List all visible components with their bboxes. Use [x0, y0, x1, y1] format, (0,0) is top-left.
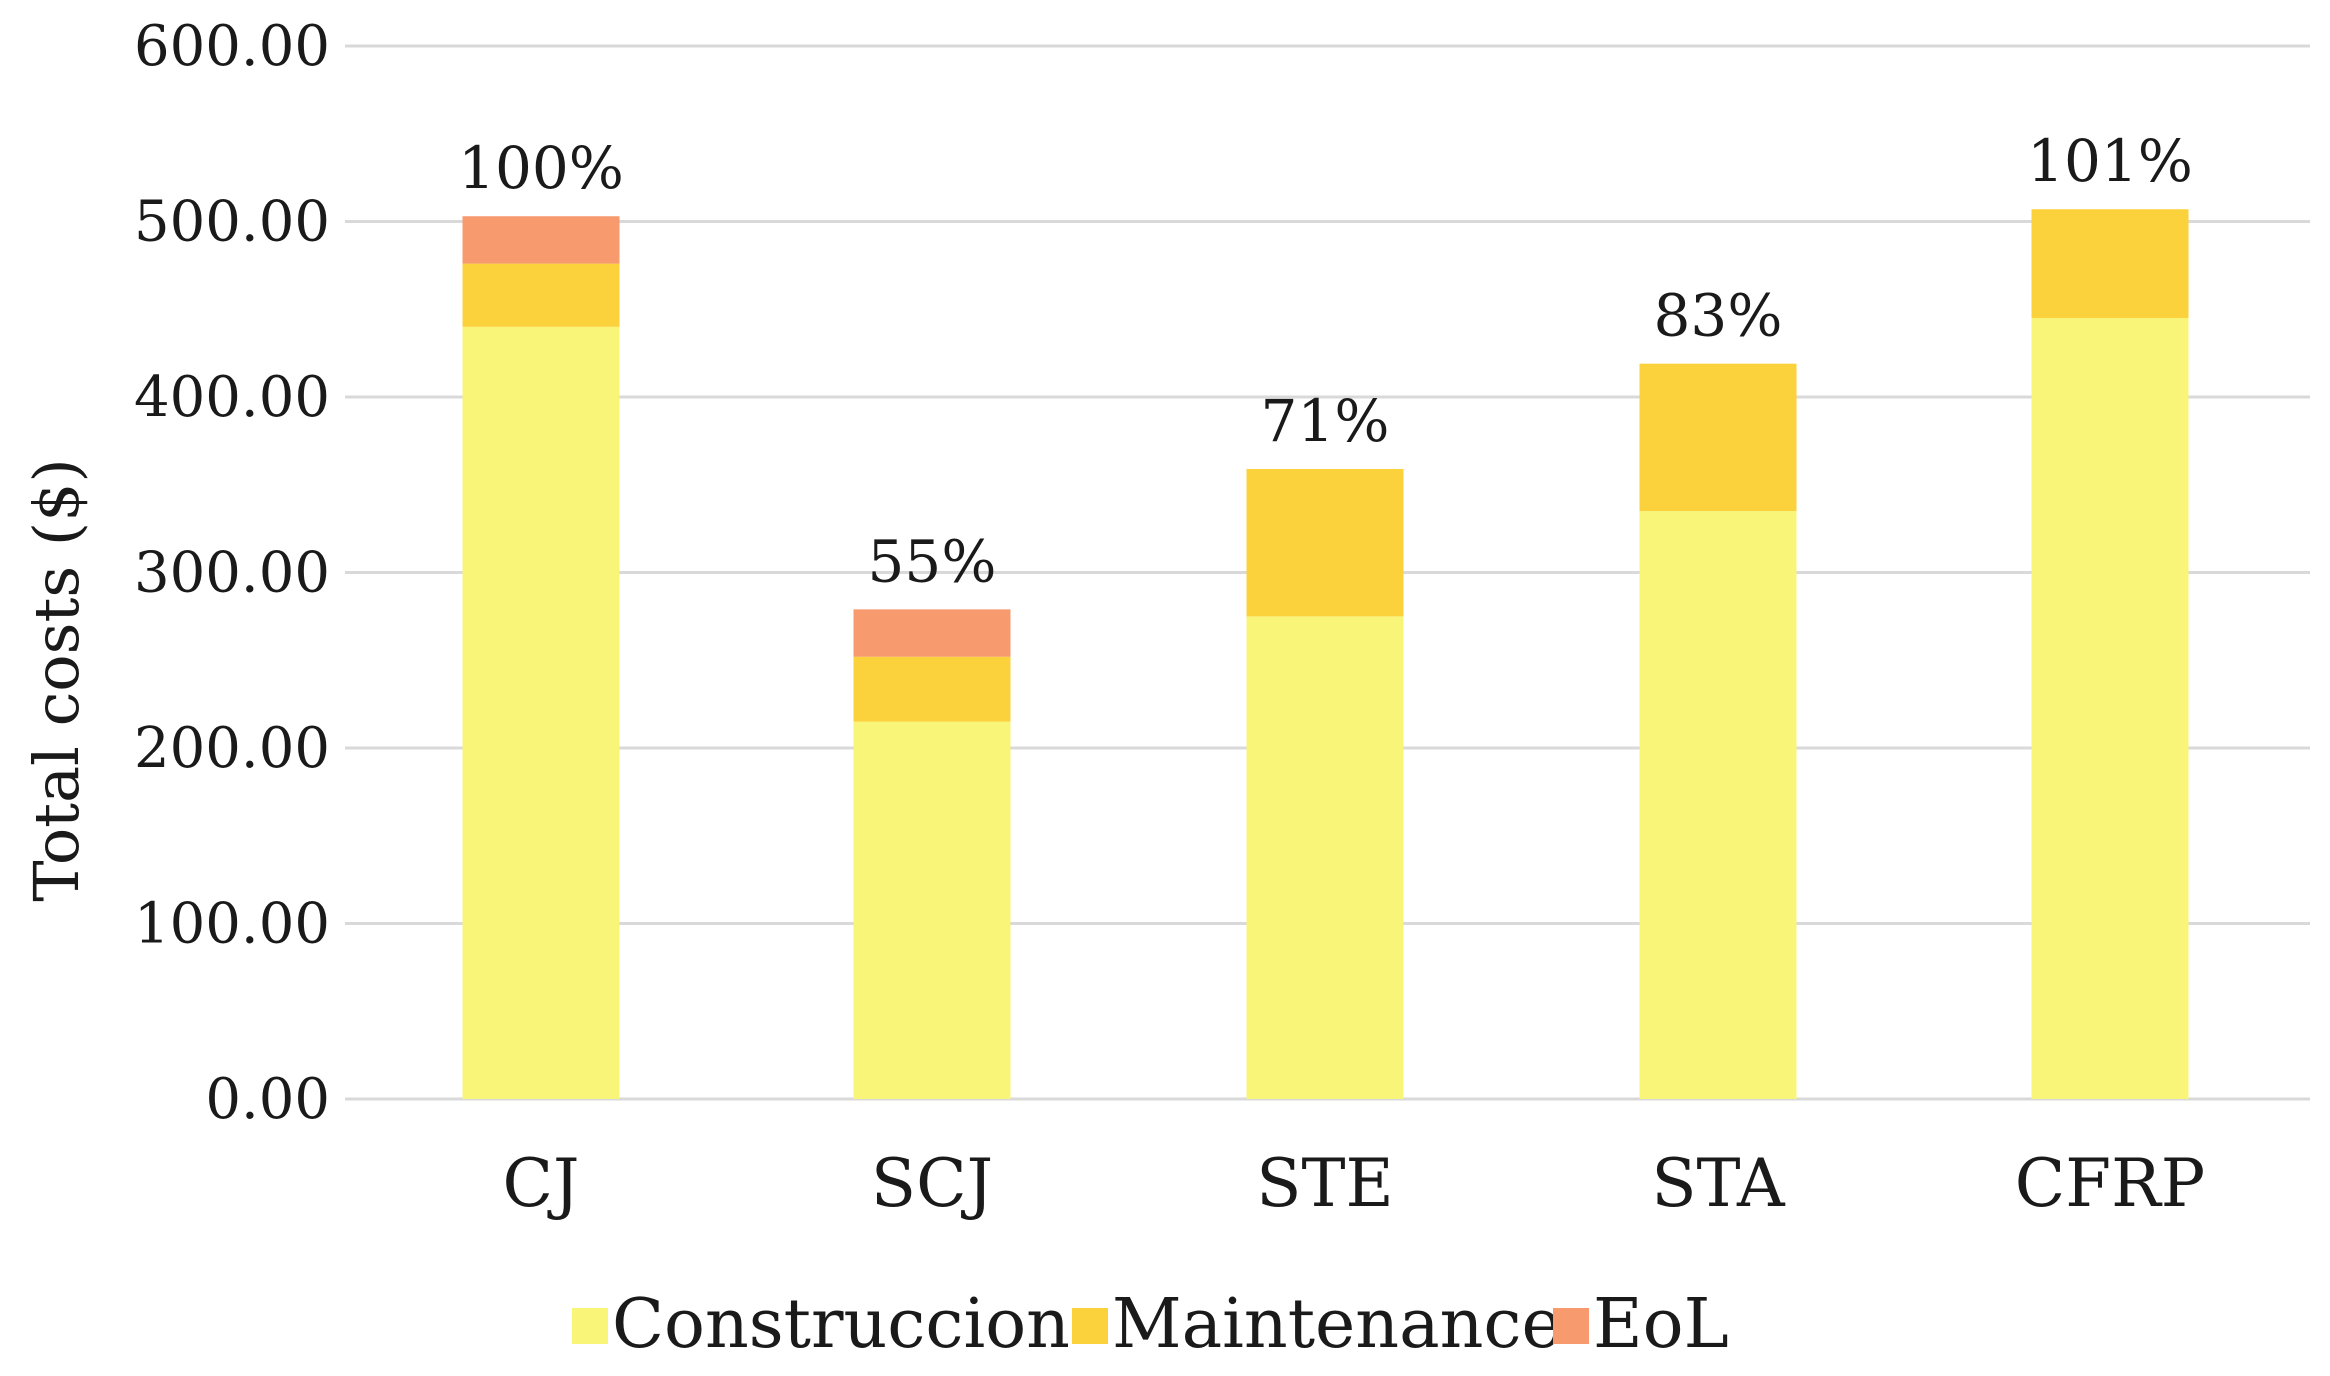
y-tick-label: 600.00 — [134, 14, 330, 79]
legend: Construccion Maintenance EoL — [572, 1285, 1729, 1364]
y-tick-label: 100.00 — [134, 892, 330, 957]
bar-cj-construccion — [462, 326, 620, 1099]
legend-swatch-construccion — [572, 1308, 608, 1344]
y-tick-label: 400.00 — [134, 365, 330, 430]
x-tick-label-sta: STA — [1651, 1145, 1786, 1222]
bar-scj-construccion — [853, 721, 1011, 1099]
bar-sta-maintenance — [1639, 363, 1797, 512]
legend-label-construccion: Construccion — [612, 1285, 1070, 1364]
data-label-sta: 83% — [1654, 282, 1783, 350]
data-label-scj: 55% — [868, 527, 997, 595]
bar-cfrp-construccion — [2031, 318, 2189, 1099]
y-axis-ticks: 0.00 100.00 200.00 300.00 400.00 500.00 600.00 — [134, 14, 330, 1132]
bar-cfrp-maintenance — [2031, 209, 2189, 319]
y-tick-label: 500.00 — [134, 190, 330, 255]
bar-sta-construccion — [1639, 511, 1797, 1099]
x-axis-ticks: CJ SCJ STE STA CFRP — [503, 1145, 2206, 1222]
y-tick-label: 200.00 — [134, 716, 330, 781]
data-label-cfrp: 101% — [2027, 127, 2193, 195]
bar-ste-maintenance — [1246, 468, 1404, 617]
bar-cj-maintenance — [462, 263, 620, 327]
y-axis-title: Total costs ($) — [20, 458, 93, 901]
bars — [462, 209, 2189, 1099]
bar-scj-maintenance — [853, 656, 1011, 722]
bar-ste-construccion — [1246, 616, 1404, 1099]
legend-label-eol: EoL — [1593, 1285, 1729, 1364]
x-tick-label-cfrp: CFRP — [2015, 1145, 2205, 1222]
x-tick-label-ste: STE — [1256, 1145, 1393, 1222]
y-tick-label: 0.00 — [205, 1067, 330, 1132]
data-label-cj: 100% — [458, 134, 624, 202]
legend-label-maintenance: Maintenance — [1112, 1285, 1562, 1364]
x-tick-label-scj: SCJ — [871, 1145, 993, 1222]
bar-scj-eol — [853, 609, 1011, 657]
data-labels: 100% 55% 71% 83% 101% — [458, 127, 2193, 595]
x-tick-label-cj: CJ — [503, 1145, 580, 1222]
legend-swatch-maintenance — [1072, 1308, 1108, 1344]
y-tick-label: 300.00 — [134, 541, 330, 606]
legend-swatch-eol — [1553, 1308, 1589, 1344]
data-label-ste: 71% — [1261, 387, 1390, 455]
bar-cj-eol — [462, 216, 620, 264]
